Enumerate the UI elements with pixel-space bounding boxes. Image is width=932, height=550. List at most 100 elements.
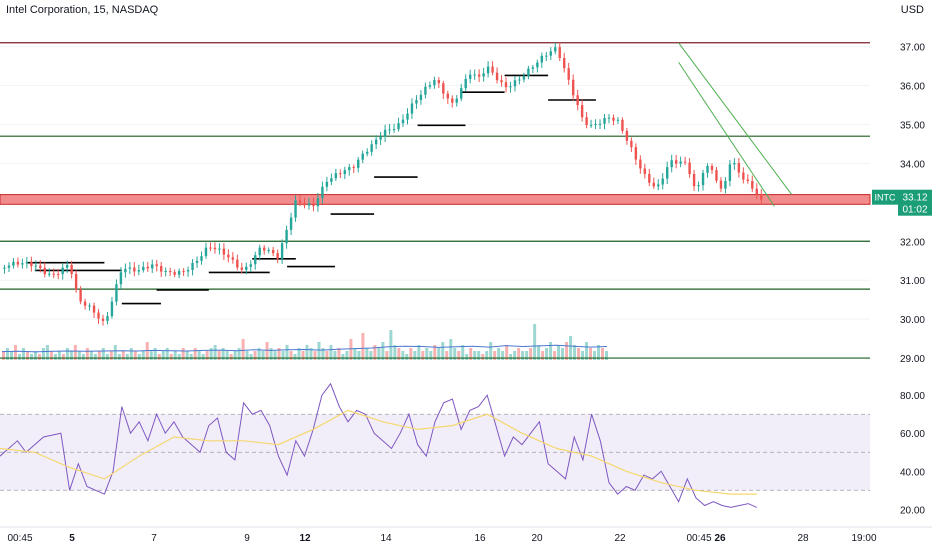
candle-body bbox=[504, 82, 508, 88]
volume-bar bbox=[213, 345, 217, 360]
candle-body bbox=[240, 267, 244, 270]
volume-bar bbox=[313, 351, 317, 360]
volume-bar bbox=[589, 348, 593, 360]
volume-bar bbox=[261, 351, 265, 360]
volume-bar bbox=[217, 351, 221, 360]
candle-body bbox=[442, 83, 445, 94]
volume-bar bbox=[461, 345, 465, 360]
candle-body bbox=[598, 123, 602, 125]
volume-bar bbox=[241, 339, 245, 360]
volume-bar bbox=[229, 354, 233, 360]
candle-body bbox=[97, 312, 100, 319]
candle-body bbox=[101, 318, 105, 321]
candle-body bbox=[133, 267, 136, 272]
candle-body bbox=[751, 181, 754, 189]
price-tick-label: 34.00 bbox=[900, 159, 925, 170]
volume-bar bbox=[77, 351, 81, 360]
candle-body bbox=[630, 140, 633, 148]
volume-bar bbox=[333, 351, 337, 360]
candle-body bbox=[482, 73, 485, 77]
candle-body bbox=[231, 257, 235, 260]
candle-body bbox=[271, 249, 275, 254]
candle-body bbox=[262, 247, 266, 251]
volume-bar bbox=[61, 354, 65, 360]
volume-bar bbox=[437, 348, 441, 360]
volume-bar bbox=[93, 354, 97, 360]
candle-body bbox=[365, 151, 369, 154]
levels-layer bbox=[0, 42, 871, 359]
volume-bar bbox=[509, 354, 513, 360]
candle-body bbox=[48, 273, 51, 275]
candle-body bbox=[580, 105, 584, 118]
candle-body bbox=[52, 273, 55, 275]
candle-body bbox=[200, 256, 203, 261]
volume-bar bbox=[69, 351, 73, 360]
candle-body bbox=[16, 261, 20, 265]
candle-body bbox=[357, 159, 360, 168]
volume-bar bbox=[393, 345, 397, 360]
candle-body bbox=[670, 160, 673, 168]
volume-bar bbox=[537, 345, 541, 360]
volume-bar bbox=[21, 348, 25, 360]
candle-body bbox=[419, 94, 423, 100]
volume-bar bbox=[129, 348, 133, 360]
candle-body bbox=[83, 301, 87, 306]
volume-bar bbox=[197, 351, 201, 360]
candle-body bbox=[213, 247, 217, 250]
candle-body bbox=[576, 95, 579, 106]
candle-body bbox=[657, 184, 660, 187]
volume-bar bbox=[533, 324, 537, 360]
candle-body bbox=[477, 74, 481, 77]
candle-body bbox=[343, 170, 347, 175]
candle-body bbox=[760, 194, 763, 200]
volume-bar bbox=[481, 354, 485, 360]
candle-body bbox=[652, 182, 655, 187]
candle-body bbox=[392, 129, 396, 131]
volume-bar bbox=[553, 351, 557, 360]
rsi-ma-line bbox=[0, 409, 757, 495]
volume-bar bbox=[545, 348, 549, 360]
candle-body bbox=[321, 186, 324, 199]
volume-bar bbox=[89, 351, 93, 360]
volume-bar bbox=[449, 339, 453, 360]
volume-bar bbox=[117, 354, 121, 360]
candle-body bbox=[634, 147, 638, 160]
volume-bar bbox=[401, 351, 405, 360]
candle-body bbox=[446, 93, 449, 99]
volume-bar bbox=[137, 354, 141, 360]
candle-body bbox=[330, 178, 333, 182]
candle-body bbox=[621, 119, 624, 131]
price-tick-label: 30.00 bbox=[900, 315, 925, 326]
volume-bar bbox=[525, 351, 529, 360]
volume-bar bbox=[25, 351, 29, 360]
chart-title: Intel Corporation, 15, NASDAQ bbox=[6, 4, 159, 16]
volume-bar bbox=[341, 354, 345, 360]
volume-bar bbox=[29, 354, 33, 360]
candle-body bbox=[603, 117, 606, 124]
candle-body bbox=[39, 265, 42, 268]
rsi-layer bbox=[0, 382, 870, 508]
volume-bar bbox=[13, 345, 17, 360]
candle-body bbox=[137, 270, 141, 272]
volume-bar bbox=[565, 342, 569, 360]
volume-bar bbox=[41, 348, 45, 360]
candle-body bbox=[379, 136, 382, 140]
candle-body bbox=[383, 129, 387, 137]
volume-bar bbox=[269, 348, 273, 360]
candle-body bbox=[34, 265, 38, 267]
volume-bar bbox=[429, 351, 433, 360]
volume-bar bbox=[301, 351, 305, 360]
candle-body bbox=[298, 200, 302, 204]
volume-bar bbox=[489, 342, 493, 360]
rsi-tick-label: 20.00 bbox=[900, 505, 925, 516]
candle-body bbox=[339, 173, 342, 175]
candle-body bbox=[554, 47, 557, 52]
candle-body bbox=[563, 57, 566, 69]
resistance-zone bbox=[0, 194, 871, 205]
volume-bar bbox=[193, 348, 197, 360]
candle-body bbox=[733, 162, 736, 165]
price-tick-label: 35.00 bbox=[900, 121, 925, 132]
rsi-line bbox=[0, 382, 758, 508]
candle-body bbox=[128, 267, 132, 269]
